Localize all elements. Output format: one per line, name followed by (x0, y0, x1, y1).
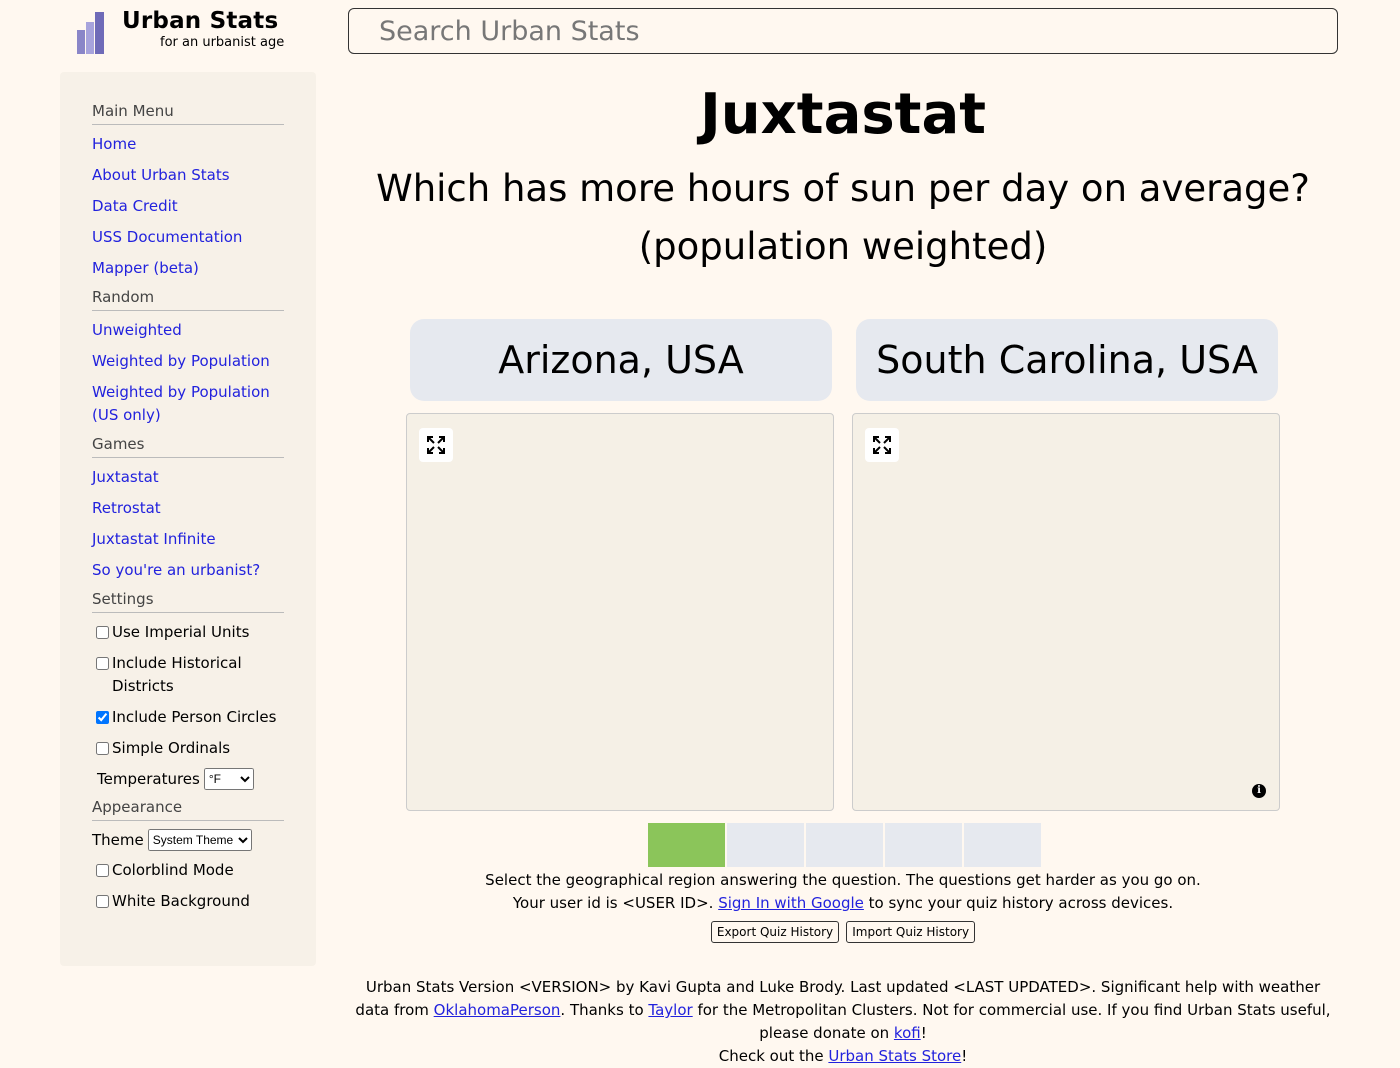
sidebar-item-weighted-us-only[interactable]: Weighted by Population (US only) (92, 383, 270, 424)
sidebar-heading-settings: Settings (92, 590, 284, 613)
colorblind-mode-checkbox[interactable] (96, 864, 109, 877)
progress-cell (727, 823, 804, 867)
white-background-label: White Background (112, 892, 250, 910)
oklahomaperson-link[interactable]: OklahomaPerson (433, 1001, 561, 1019)
sidebar-heading-appearance: Appearance (92, 798, 284, 821)
sidebar-item-juxtastat-infinite[interactable]: Juxtastat Infinite (92, 530, 216, 548)
footer-text-6: ! (961, 1047, 968, 1065)
setting-colorblind-mode[interactable]: Colorblind Mode (92, 859, 284, 882)
white-background-checkbox[interactable] (96, 895, 109, 908)
sidebar-heading-games: Games (92, 435, 284, 458)
include-historical-label: Include Historical Districts (112, 654, 242, 695)
use-imperial-checkbox[interactable] (96, 626, 109, 639)
logo-icon (77, 12, 104, 54)
progress-cell (964, 823, 1041, 867)
include-person-circles-checkbox[interactable] (96, 711, 109, 724)
quiz-history-buttons: Export Quiz History Import Quiz History (348, 921, 1338, 943)
sidebar: Main Menu Home About Urban Stats Data Cr… (60, 72, 316, 966)
sidebar-item-so-youre-an-urbanist[interactable]: So you're an urbanist? (92, 561, 261, 579)
info-icon[interactable]: i (1252, 784, 1266, 798)
sign-in-google-link[interactable]: Sign In with Google (718, 894, 864, 912)
map-a[interactable] (406, 413, 834, 811)
sidebar-item-retrostat[interactable]: Retrostat (92, 499, 161, 517)
user-id-line: Your user id is <USER ID>. Sign In with … (348, 892, 1338, 915)
sidebar-item-unweighted[interactable]: Unweighted (92, 321, 182, 339)
quiz-question: Which has more hours of sun per day on a… (348, 160, 1338, 276)
question-line-2: (population weighted) (638, 225, 1048, 268)
footer-text-1: Urban Stats Version <VERSION> by Kavi Gu… (355, 978, 1321, 1019)
urban-stats-store-link[interactable]: Urban Stats Store (828, 1047, 962, 1065)
include-person-circles-label: Include Person Circles (112, 708, 277, 726)
footer-text-3: for the Metropolitan Clusters. Not for c… (692, 1001, 1331, 1042)
user-id-suffix: to sync your quiz history across devices… (863, 894, 1174, 912)
sidebar-item-data-credit[interactable]: Data Credit (92, 197, 178, 215)
logo-subtitle: for an urbanist age (160, 35, 285, 50)
taylor-link[interactable]: Taylor (648, 1001, 693, 1019)
progress-cell (806, 823, 883, 867)
progress-cell (885, 823, 962, 867)
sidebar-item-juxtastat[interactable]: Juxtastat (92, 468, 159, 486)
page-title: Juxtastat (699, 82, 987, 147)
temperatures-select[interactable]: °F (203, 768, 254, 790)
sidebar-item-home[interactable]: Home (92, 135, 137, 153)
user-id-prefix: Your user id is <USER ID>. (512, 894, 719, 912)
setting-use-imperial[interactable]: Use Imperial Units (92, 621, 284, 644)
sidebar-heading-main-menu: Main Menu (92, 102, 284, 125)
setting-temperatures: Temperatures °F (92, 768, 284, 790)
setting-white-background[interactable]: White Background (92, 890, 284, 913)
sidebar-item-uss-documentation[interactable]: USS Documentation (92, 228, 243, 246)
sidebar-heading-random: Random (92, 288, 284, 311)
export-quiz-history-button[interactable]: Export Quiz History (710, 921, 840, 943)
quiz-instructions: Select the geographical region answering… (348, 869, 1338, 915)
expand-map-a-button[interactable] (419, 428, 453, 462)
setting-include-person-circles[interactable]: Include Person Circles (92, 706, 284, 729)
expand-icon (427, 436, 445, 454)
progress-cell (648, 823, 725, 867)
setting-include-historical[interactable]: Include Historical Districts (92, 652, 284, 698)
footer-text-2: . Thanks to (560, 1001, 649, 1019)
simple-ordinals-checkbox[interactable] (96, 742, 109, 755)
include-historical-checkbox[interactable] (96, 657, 109, 670)
choice-a-button[interactable]: Arizona, USA (410, 319, 832, 401)
temperatures-label: Temperatures (97, 770, 200, 788)
theme-select[interactable]: System Theme (147, 829, 252, 851)
colorblind-mode-label: Colorblind Mode (112, 861, 234, 879)
simple-ordinals-label: Simple Ordinals (112, 739, 231, 757)
expand-icon (873, 436, 891, 454)
instructions-text: Select the geographical region answering… (485, 871, 1201, 889)
footer-text-5: Check out the (718, 1047, 829, 1065)
sidebar-item-mapper[interactable]: Mapper (beta) (92, 259, 199, 277)
sidebar-item-weighted-by-population[interactable]: Weighted by Population (92, 352, 270, 370)
footer: Urban Stats Version <VERSION> by Kavi Gu… (348, 976, 1338, 1068)
expand-map-b-button[interactable] (865, 428, 899, 462)
footer-text-4: ! (920, 1024, 927, 1042)
use-imperial-label: Use Imperial Units (112, 623, 250, 641)
logo-title: Urban Stats (122, 8, 279, 34)
quiz-progress (648, 823, 1041, 867)
question-line-1: Which has more hours of sun per day on a… (376, 167, 1310, 210)
import-quiz-history-button[interactable]: Import Quiz History (846, 921, 976, 943)
search-input[interactable] (348, 8, 1338, 54)
kofi-link[interactable]: kofi (893, 1024, 921, 1042)
theme-label: Theme (92, 831, 144, 849)
setting-simple-ordinals[interactable]: Simple Ordinals (92, 737, 284, 760)
choice-b-button[interactable]: South Carolina, USA (856, 319, 1278, 401)
map-b[interactable]: i (852, 413, 1280, 811)
sidebar-item-about[interactable]: About Urban Stats (92, 166, 230, 184)
site-logo[interactable]: Urban Stats for an urbanist age (76, 8, 284, 58)
setting-theme: Theme System Theme (92, 829, 284, 851)
